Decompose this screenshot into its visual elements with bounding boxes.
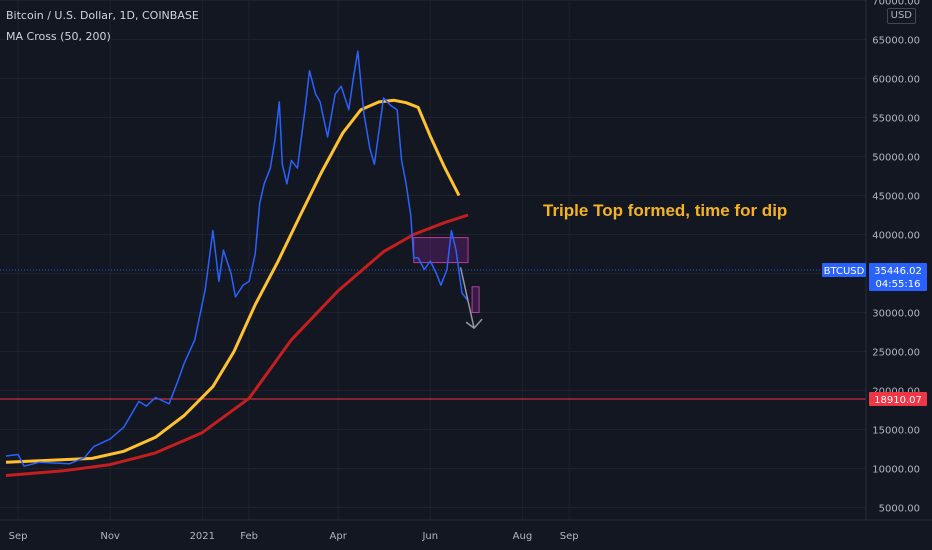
time-axis[interactable] [0, 520, 932, 550]
series-line-ma-fast[interactable] [5, 98, 461, 464]
series-line-ma-slow[interactable] [5, 213, 469, 477]
y-tick-label: 70000.00 [872, 0, 920, 8]
x-tick-label: Jun [421, 531, 438, 542]
x-axis-labels: Sep Nov 2021 Feb Apr Jun Aug Sep [9, 531, 579, 542]
projection-bar [471, 286, 480, 314]
series-line-price[interactable] [5, 50, 469, 467]
y-tick-label: 50000.00 [872, 153, 920, 164]
x-tick-label: Sep [560, 531, 579, 542]
indicator-legend[interactable]: MA Cross (50, 200) [6, 30, 111, 43]
currency-label: USD [886, 8, 916, 24]
x-tick-label: Sep [9, 531, 28, 542]
last-price-text: 35446.02 [874, 266, 922, 277]
triple-top-box[interactable] [413, 237, 469, 264]
countdown-text: 04:55:16 [876, 279, 921, 290]
y-tick-label: 15000.00 [872, 426, 920, 437]
symbol-tag [822, 263, 866, 278]
y-tick-label: 10000.00 [872, 465, 920, 476]
x-tick-label: 2021 [190, 531, 215, 542]
arrow-head-icon [465, 318, 483, 330]
price-axis[interactable] [866, 0, 932, 520]
y-tick-label: 55000.00 [872, 114, 920, 125]
x-tick-label: Feb [240, 531, 258, 542]
y-tick-label: 40000.00 [872, 231, 920, 242]
y-tick-label: 25000.00 [872, 348, 920, 359]
level-price-text: 18910.07 [874, 395, 922, 406]
symbol-text: BTCUSD [824, 266, 865, 277]
last-price-tag [869, 263, 927, 292]
price-tags: 18910.07 BTCUSD 35446.02 04:55:16 [822, 263, 927, 407]
chart-annotation[interactable]: Triple Top formed, time for dip [543, 201, 787, 220]
y-tick-label: 65000.00 [872, 36, 920, 47]
y-tick-label: 20000.00 [872, 387, 920, 398]
x-tick-label: Apr [330, 531, 348, 542]
y-tick-label: 30000.00 [872, 309, 920, 320]
y-tick-label: 45000.00 [872, 192, 920, 203]
projection-line [459, 267, 475, 329]
projection-arrow[interactable] [459, 267, 483, 330]
level-price-tag [869, 392, 927, 407]
x-tick-label: Nov [100, 531, 120, 542]
chart-title: Bitcoin / U.S. Dollar, 1D, COINBASE [6, 9, 199, 22]
y-tick-label: 60000.00 [872, 75, 920, 86]
grid-lines [0, 0, 866, 520]
x-tick-label: Aug [513, 531, 533, 542]
series-layer [5, 50, 469, 477]
y-tick-label: 5000.00 [879, 504, 920, 515]
